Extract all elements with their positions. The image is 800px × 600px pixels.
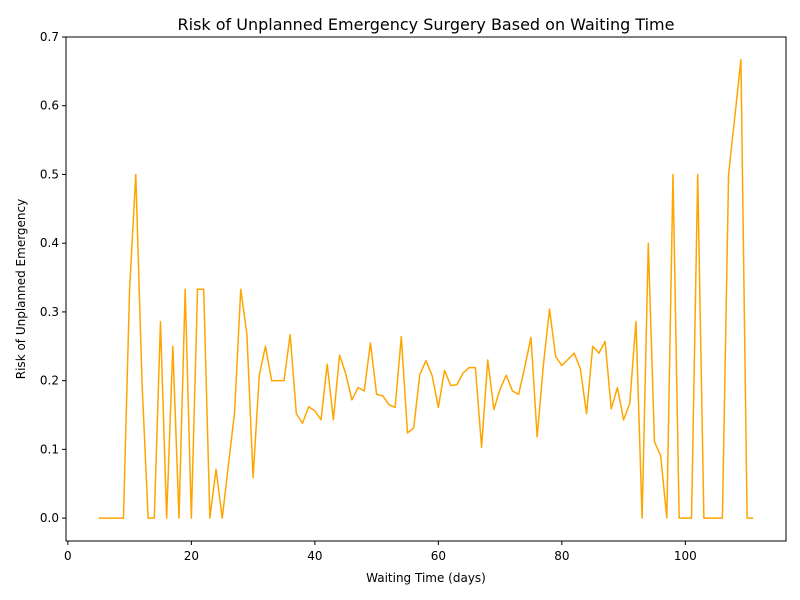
series-line — [98, 58, 754, 519]
x-tick-label: 0 — [64, 549, 72, 563]
plot-area — [98, 58, 754, 519]
x-tick-label: 40 — [307, 549, 322, 563]
y-axis: 0.0 0.1 0.2 0.3 0.4 0.5 0.6 0.7 — [40, 30, 66, 525]
y-axis-label: Risk of Unplanned Emergency — [14, 199, 28, 379]
y-tick-label: 0.5 — [40, 167, 59, 181]
y-tick-label: 0.7 — [40, 30, 59, 44]
x-tick-label: 20 — [184, 549, 199, 563]
x-axis-label: Waiting Time (days) — [366, 571, 486, 585]
x-tick-label: 60 — [431, 549, 446, 563]
y-tick-label: 0.1 — [40, 442, 59, 456]
y-tick-label: 0.4 — [40, 236, 59, 250]
x-tick-label: 80 — [554, 549, 569, 563]
chart-title: Risk of Unplanned Emergency Surgery Base… — [178, 15, 675, 34]
axes-frame — [65, 36, 787, 542]
y-tick-label: 0.3 — [40, 305, 59, 319]
y-tick-label: 0.0 — [40, 511, 59, 525]
x-tick-label: 100 — [674, 549, 697, 563]
y-tick-label: 0.2 — [40, 374, 59, 388]
x-axis: 0 20 40 60 80 100 — [64, 541, 697, 563]
y-tick-label: 0.6 — [40, 99, 59, 113]
